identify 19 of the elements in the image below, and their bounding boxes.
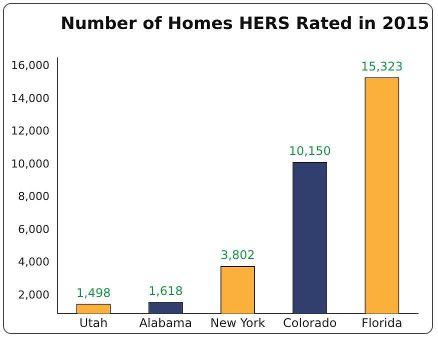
x-tick-label: Utah: [79, 316, 108, 330]
x-tick-label: Florida: [362, 316, 402, 330]
x-tick-label: New York: [210, 316, 266, 330]
y-tick-label: 10,000: [10, 157, 50, 170]
data-label: 10,150: [288, 144, 331, 158]
y-tick-label: 12,000: [10, 124, 50, 138]
chart-title: Number of Homes HERS Rated in 2015: [60, 14, 430, 34]
y-tick-label: 8,000: [18, 190, 50, 204]
y-tick-label: 4,000: [18, 256, 50, 269]
data-label: 3,802: [220, 248, 255, 262]
data-label: 15,323: [360, 59, 403, 74]
data-label: 1,618: [148, 284, 183, 298]
y-tick-label: 6,000: [18, 222, 50, 236]
data-label: 1,498: [76, 286, 111, 300]
y-tick-label: 2,000: [18, 288, 50, 302]
x-tick-label: Colorado: [283, 316, 337, 330]
y-tick-label: 16,000: [10, 59, 50, 72]
y-tick-label: 14,000: [10, 92, 50, 105]
x-tick-label: Alabama: [139, 316, 192, 330]
